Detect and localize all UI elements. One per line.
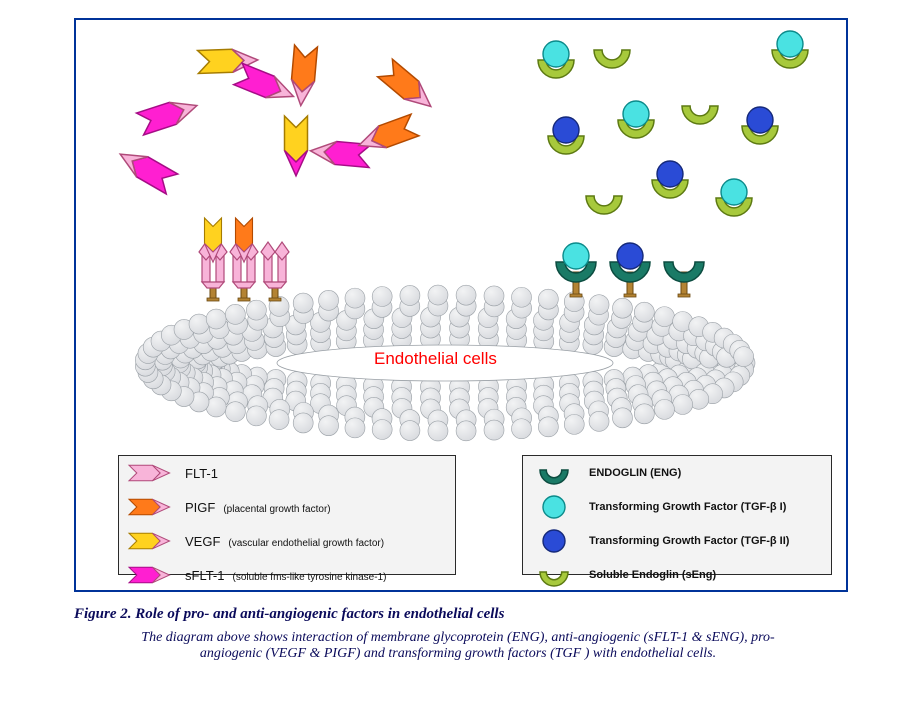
vegf-icon — [127, 528, 173, 554]
page-root: { "canvas": { "w": 911, "h": 705, "bg": … — [0, 0, 911, 705]
legend-row-pigf: PIGF(placental growth factor) — [119, 490, 455, 524]
legend-row-sflt1: sFLT-1(soluble fms-like tyrosine kinase-… — [119, 558, 455, 592]
sflt1-icon — [127, 562, 173, 588]
legend-left: FLT-1 PIGF(placental growth factor) VEGF(v… — [118, 455, 456, 575]
flt1-icon — [127, 460, 173, 486]
legend-right: ENDOGLIN (ENG) Transforming Growth Factor… — [522, 455, 832, 575]
legend-label: sFLT-1(soluble fms-like tyrosine kinase-… — [185, 568, 386, 583]
pigf-icon — [127, 494, 173, 520]
legend-label: VEGF(vascular endothelial growth factor) — [185, 534, 384, 549]
legend-row-eng: ENDOGLIN (ENG) — [523, 456, 831, 490]
legend-label: Soluble Endoglin (sEng) — [589, 569, 716, 581]
figure-caption-body: The diagram above shows interaction of m… — [48, 630, 868, 662]
caption-line-1: The diagram above shows interaction of m… — [141, 630, 774, 645]
legend-label: Transforming Growth Factor (TGF-β II) — [589, 535, 789, 547]
eng-icon — [531, 460, 577, 486]
legend-label: FLT-1 — [185, 466, 226, 481]
tgf2-icon — [531, 528, 577, 554]
legend-label: ENDOGLIN (ENG) — [589, 467, 681, 479]
seng-icon — [531, 562, 577, 588]
legend-row-flt1: FLT-1 — [119, 456, 455, 490]
legend-row-seng: Soluble Endoglin (sEng) — [523, 558, 831, 592]
endothelial-cells-label: Endothelial cells — [374, 349, 497, 369]
legend-label: Transforming Growth Factor (TGF-β I) — [589, 501, 786, 513]
legend-row-vegf: VEGF(vascular endothelial growth factor) — [119, 524, 455, 558]
caption-line-2: angiogenic (VEGF & PIGF) and transformin… — [200, 646, 716, 661]
legend-row-tgf2: Transforming Growth Factor (TGF-β II) — [523, 524, 831, 558]
legend-label: PIGF(placental growth factor) — [185, 500, 331, 515]
figure-caption-title: Figure 2. Role of pro- and anti-angiogen… — [74, 606, 504, 623]
legend-row-tgf1: Transforming Growth Factor (TGF-β I) — [523, 490, 831, 524]
tgf1-icon — [531, 494, 577, 520]
